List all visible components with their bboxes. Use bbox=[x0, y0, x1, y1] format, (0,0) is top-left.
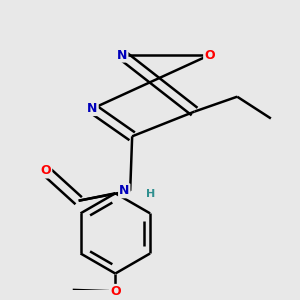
Text: H: H bbox=[146, 189, 156, 199]
Text: N: N bbox=[117, 49, 128, 62]
Text: O: O bbox=[204, 49, 215, 62]
Text: O: O bbox=[41, 164, 51, 178]
Text: O: O bbox=[110, 285, 121, 298]
Text: N: N bbox=[87, 102, 98, 115]
Text: N: N bbox=[119, 184, 129, 197]
